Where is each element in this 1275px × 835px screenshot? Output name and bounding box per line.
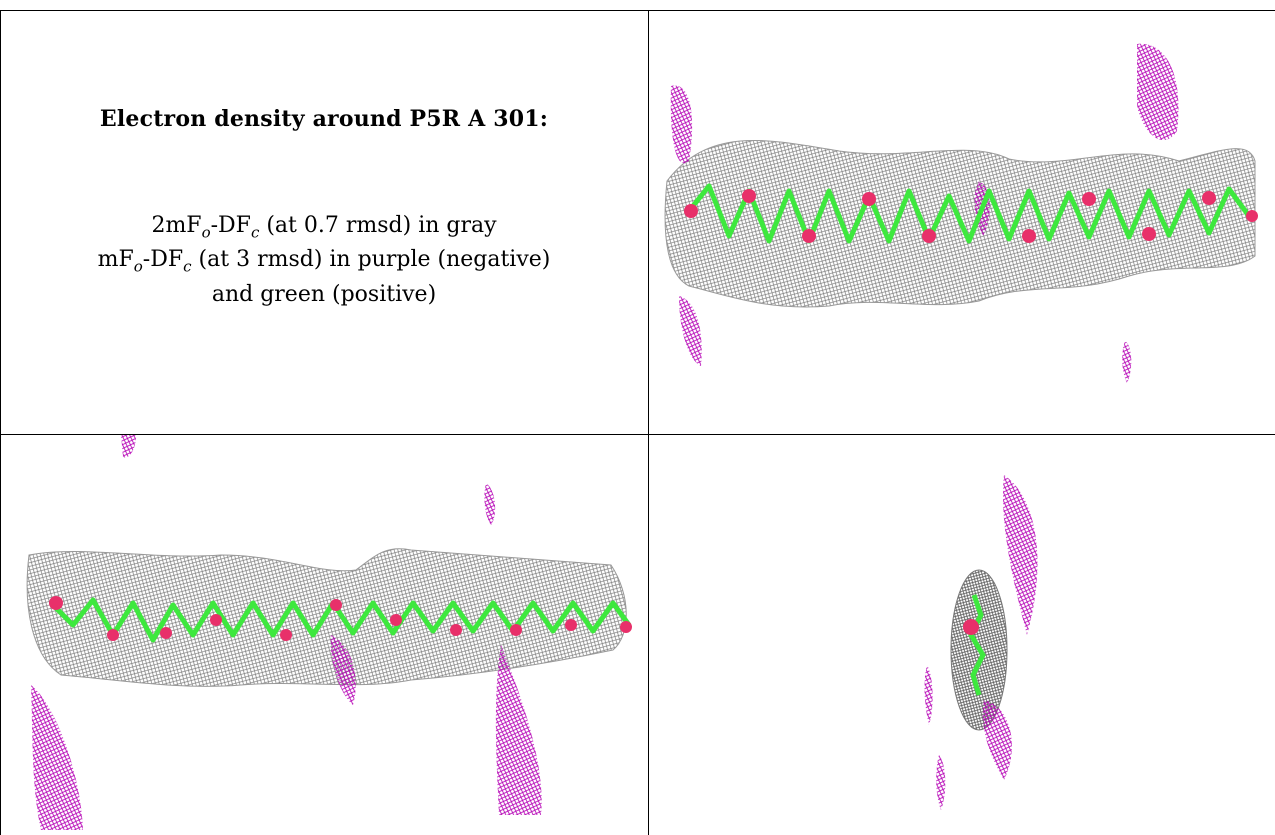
purple-blob-2 <box>983 700 1012 780</box>
purple-blob-4 <box>496 645 542 815</box>
purple-blob-1 <box>121 435 136 458</box>
purple-blob-1 <box>671 85 692 163</box>
density-view-side-2 <box>1 435 648 835</box>
caption-line-2fofc: 2mFo-DFc (at 0.7 rmsd) in gray <box>0 212 648 246</box>
view-bottom-left <box>1 435 648 835</box>
caption-title: Electron density around P5R A 301: <box>0 106 648 132</box>
density-view-end-on <box>649 435 1275 835</box>
purple-blob-3 <box>925 665 933 725</box>
density-view-side-1 <box>649 11 1275 434</box>
purple-blob-4 <box>1122 341 1131 383</box>
view-top-right <box>649 11 1275 434</box>
purple-blob-2 <box>1137 44 1178 140</box>
purple-blob-4 <box>936 755 945 810</box>
caption-cell: Electron density around P5R A 301: 2mFo-… <box>0 10 648 444</box>
purple-blob-3 <box>679 296 702 366</box>
purple-blob-1 <box>1003 475 1037 635</box>
view-bottom-right <box>649 435 1275 835</box>
caption-line-colors: and green (positive) <box>0 281 648 309</box>
caption-line-fofc: mFo-DFc (at 3 rmsd) in purple (negative) <box>0 246 648 280</box>
purple-blob-3 <box>31 685 83 830</box>
caption-description: 2mFo-DFc (at 0.7 rmsd) in gray mFo-DFc (… <box>0 212 648 309</box>
oxygen-atom <box>963 619 979 635</box>
purple-blob-2 <box>484 483 495 525</box>
